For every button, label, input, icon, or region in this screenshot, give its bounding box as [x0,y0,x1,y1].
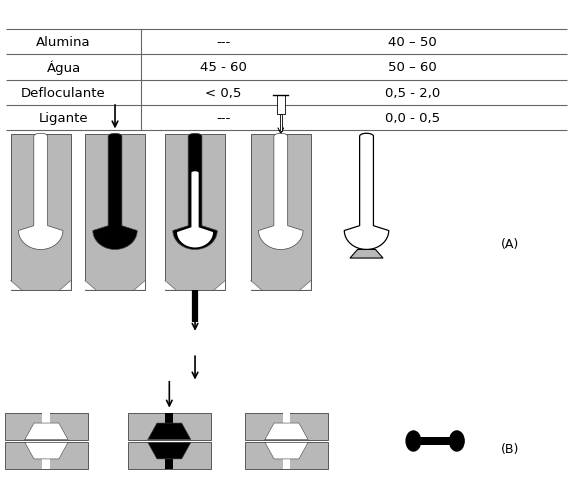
Text: ---: --- [217,36,231,49]
Bar [5,443,88,469]
Ellipse shape [449,430,465,452]
Polygon shape [265,423,308,440]
Text: ---: --- [217,112,231,125]
Polygon shape [173,134,217,250]
Bar [277,96,285,115]
Bar [165,135,225,290]
Text: 40 – 50: 40 – 50 [388,36,437,49]
Ellipse shape [405,430,421,452]
Bar [245,413,328,440]
Polygon shape [350,250,383,259]
Polygon shape [300,281,311,290]
Bar [251,135,311,290]
Bar [280,115,281,132]
Bar [128,443,211,469]
Bar [166,413,173,423]
Bar [85,135,145,290]
Text: 50 – 60: 50 – 60 [388,61,437,74]
Polygon shape [258,134,303,250]
Bar [282,413,291,423]
Text: (B): (B) [501,442,519,455]
Polygon shape [344,134,388,250]
Polygon shape [148,423,191,440]
Bar [166,459,173,469]
Text: < 0,5: < 0,5 [206,87,242,100]
Polygon shape [25,443,68,459]
Text: Ligante: Ligante [39,112,88,125]
Text: 0,0 - 0,5: 0,0 - 0,5 [384,112,440,125]
Bar [245,443,328,469]
Bar [5,413,88,440]
Bar [11,135,70,290]
Bar [128,413,211,440]
Text: 45 - 60: 45 - 60 [200,61,247,74]
Polygon shape [165,281,176,290]
Polygon shape [251,281,262,290]
Polygon shape [93,134,137,250]
Polygon shape [85,281,96,290]
Polygon shape [11,281,22,290]
Bar [42,459,50,469]
Bar [42,413,50,423]
Polygon shape [214,281,225,290]
Polygon shape [134,281,145,290]
Text: 0,5 - 2,0: 0,5 - 2,0 [384,87,440,100]
Text: Alumina: Alumina [36,36,91,49]
Polygon shape [177,172,213,248]
Text: Água: Água [46,61,81,75]
Polygon shape [18,134,63,250]
Polygon shape [60,281,70,290]
Bar [413,437,457,446]
Bar [282,459,291,469]
Polygon shape [25,423,68,440]
Polygon shape [265,443,308,459]
Text: Defloculante: Defloculante [21,87,106,100]
Polygon shape [148,443,191,459]
Text: (A): (A) [501,238,519,250]
